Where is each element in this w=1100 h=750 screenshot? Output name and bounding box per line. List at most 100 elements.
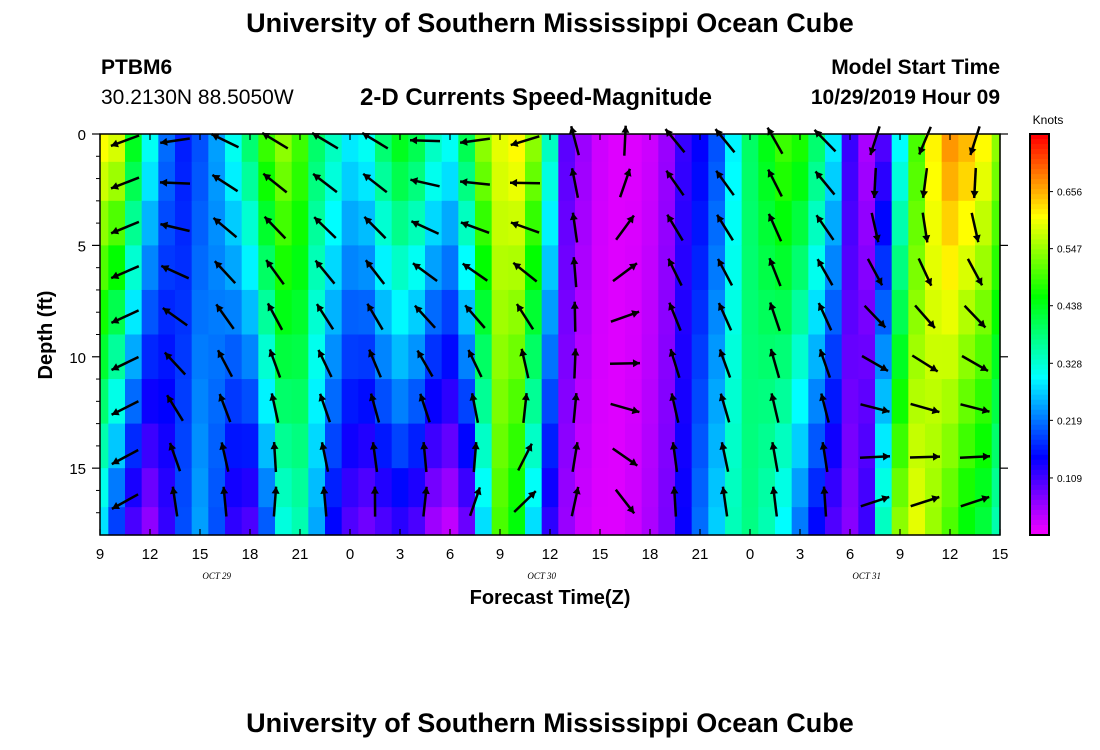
heatmap-cell <box>575 134 593 163</box>
heatmap-cell <box>208 289 226 336</box>
heatmap-cell <box>575 334 593 380</box>
colorbar-tick-label: 0.547 <box>1057 245 1082 256</box>
heatmap-cell <box>891 379 909 425</box>
heatmap-cell <box>225 507 243 536</box>
heatmap-cell <box>791 468 809 508</box>
heatmap-cell <box>858 134 876 163</box>
current-vector-arrow <box>263 215 287 240</box>
heatmap-cell <box>925 245 943 291</box>
heatmap-cell <box>441 334 459 380</box>
current-vector-arrow <box>571 392 580 424</box>
heatmap-cell <box>991 200 1001 246</box>
heatmap-cell <box>408 507 426 536</box>
y-tick-label: 0 <box>78 127 86 144</box>
x-tick-label: 21 <box>692 546 709 563</box>
heatmap-cell <box>491 334 509 380</box>
heatmap-cell <box>891 468 909 508</box>
current-vector-arrow <box>211 173 239 193</box>
colorbar-segment <box>1030 389 1049 396</box>
current-vector-arrow <box>769 441 779 473</box>
x-tick-label: 18 <box>642 546 659 563</box>
heatmap-cell <box>291 468 309 508</box>
heatmap-cell <box>691 289 709 336</box>
heatmap-cell <box>391 423 409 469</box>
heatmap-cell <box>725 379 743 425</box>
heatmap-cell <box>708 423 726 469</box>
heatmap-cell <box>108 507 126 536</box>
heatmap-cell <box>275 334 293 380</box>
current-vector-arrow <box>318 393 332 423</box>
heatmap-cell <box>725 161 743 202</box>
heatmap-cell <box>875 379 893 425</box>
heatmap-cell <box>100 507 109 536</box>
current-vector-arrow <box>618 168 632 198</box>
heatmap-cell <box>525 200 543 246</box>
current-vector-arrow <box>169 486 179 517</box>
heatmap-cell <box>875 507 893 536</box>
heatmap-cell <box>100 161 109 202</box>
heatmap-cell <box>458 334 476 380</box>
current-vector-arrow <box>860 495 890 508</box>
speed-heatmap <box>100 134 1001 536</box>
heatmap-cell <box>858 379 876 425</box>
heatmap-cell <box>808 200 826 246</box>
current-vector-arrow <box>416 349 434 378</box>
heatmap-cell <box>141 507 159 536</box>
heatmap-cell <box>325 423 343 469</box>
current-vector-arrow <box>519 348 530 379</box>
heatmap-cell <box>641 468 659 508</box>
heatmap-cell <box>541 507 559 536</box>
heatmap-cell <box>475 245 493 291</box>
heatmap-cell <box>141 200 159 246</box>
colorbar-segment <box>1030 154 1049 160</box>
model-start-label: Model Start Time <box>831 56 1000 79</box>
current-vector-arrow <box>271 486 280 517</box>
current-vector-arrow <box>410 220 440 235</box>
heatmap-cell <box>475 423 493 469</box>
current-vector-arrow <box>413 304 437 329</box>
heatmap-cell <box>291 200 309 246</box>
heatmap-cell <box>525 161 543 202</box>
current-vector-arrow <box>317 349 333 378</box>
x-tick-label: 9 <box>496 546 504 563</box>
heatmap-cell <box>358 334 376 380</box>
current-vector-arrow <box>914 304 936 329</box>
heatmap-cell <box>108 289 126 336</box>
heatmap-cell <box>541 200 559 246</box>
current-vector-arrow <box>160 221 190 233</box>
colorbar-segment <box>1030 479 1049 486</box>
heatmap-cell <box>775 289 793 336</box>
x-tick-label: 15 <box>192 546 209 563</box>
current-vector-arrow <box>571 441 581 473</box>
heatmap-cell <box>158 423 176 469</box>
heatmap-cell <box>758 334 776 380</box>
current-vector-arrow <box>213 260 237 285</box>
heatmap-cell <box>975 161 993 202</box>
heatmap-cell <box>100 245 109 291</box>
heatmap-cell <box>191 245 209 291</box>
heatmap-cell <box>791 161 809 202</box>
heatmap-cell <box>475 334 493 380</box>
heatmap-cell <box>591 200 609 246</box>
heatmap-cell <box>308 468 326 508</box>
heatmap-cell <box>225 161 243 202</box>
current-vector-arrow <box>418 393 431 423</box>
heatmap-cell <box>191 134 209 163</box>
heatmap-cell <box>508 334 526 380</box>
colorbar-segment <box>1030 229 1049 235</box>
current-vector-arrow <box>370 486 379 517</box>
heatmap-cell <box>108 245 126 291</box>
current-vector-arrow <box>818 348 832 379</box>
heatmap-cell <box>958 245 976 291</box>
heatmap-cell <box>508 423 526 469</box>
heatmap-cell <box>358 507 376 536</box>
heatmap-cell <box>108 379 126 425</box>
colorbar-segment <box>1030 524 1049 531</box>
current-vector-arrow <box>767 169 783 197</box>
colorbar-segment <box>1030 309 1049 316</box>
current-vector-arrow <box>863 304 887 329</box>
heatmap-cell <box>658 334 676 380</box>
heatmap-cell <box>491 507 509 536</box>
heatmap-cell <box>891 423 909 469</box>
current-vector-arrow <box>265 259 285 286</box>
